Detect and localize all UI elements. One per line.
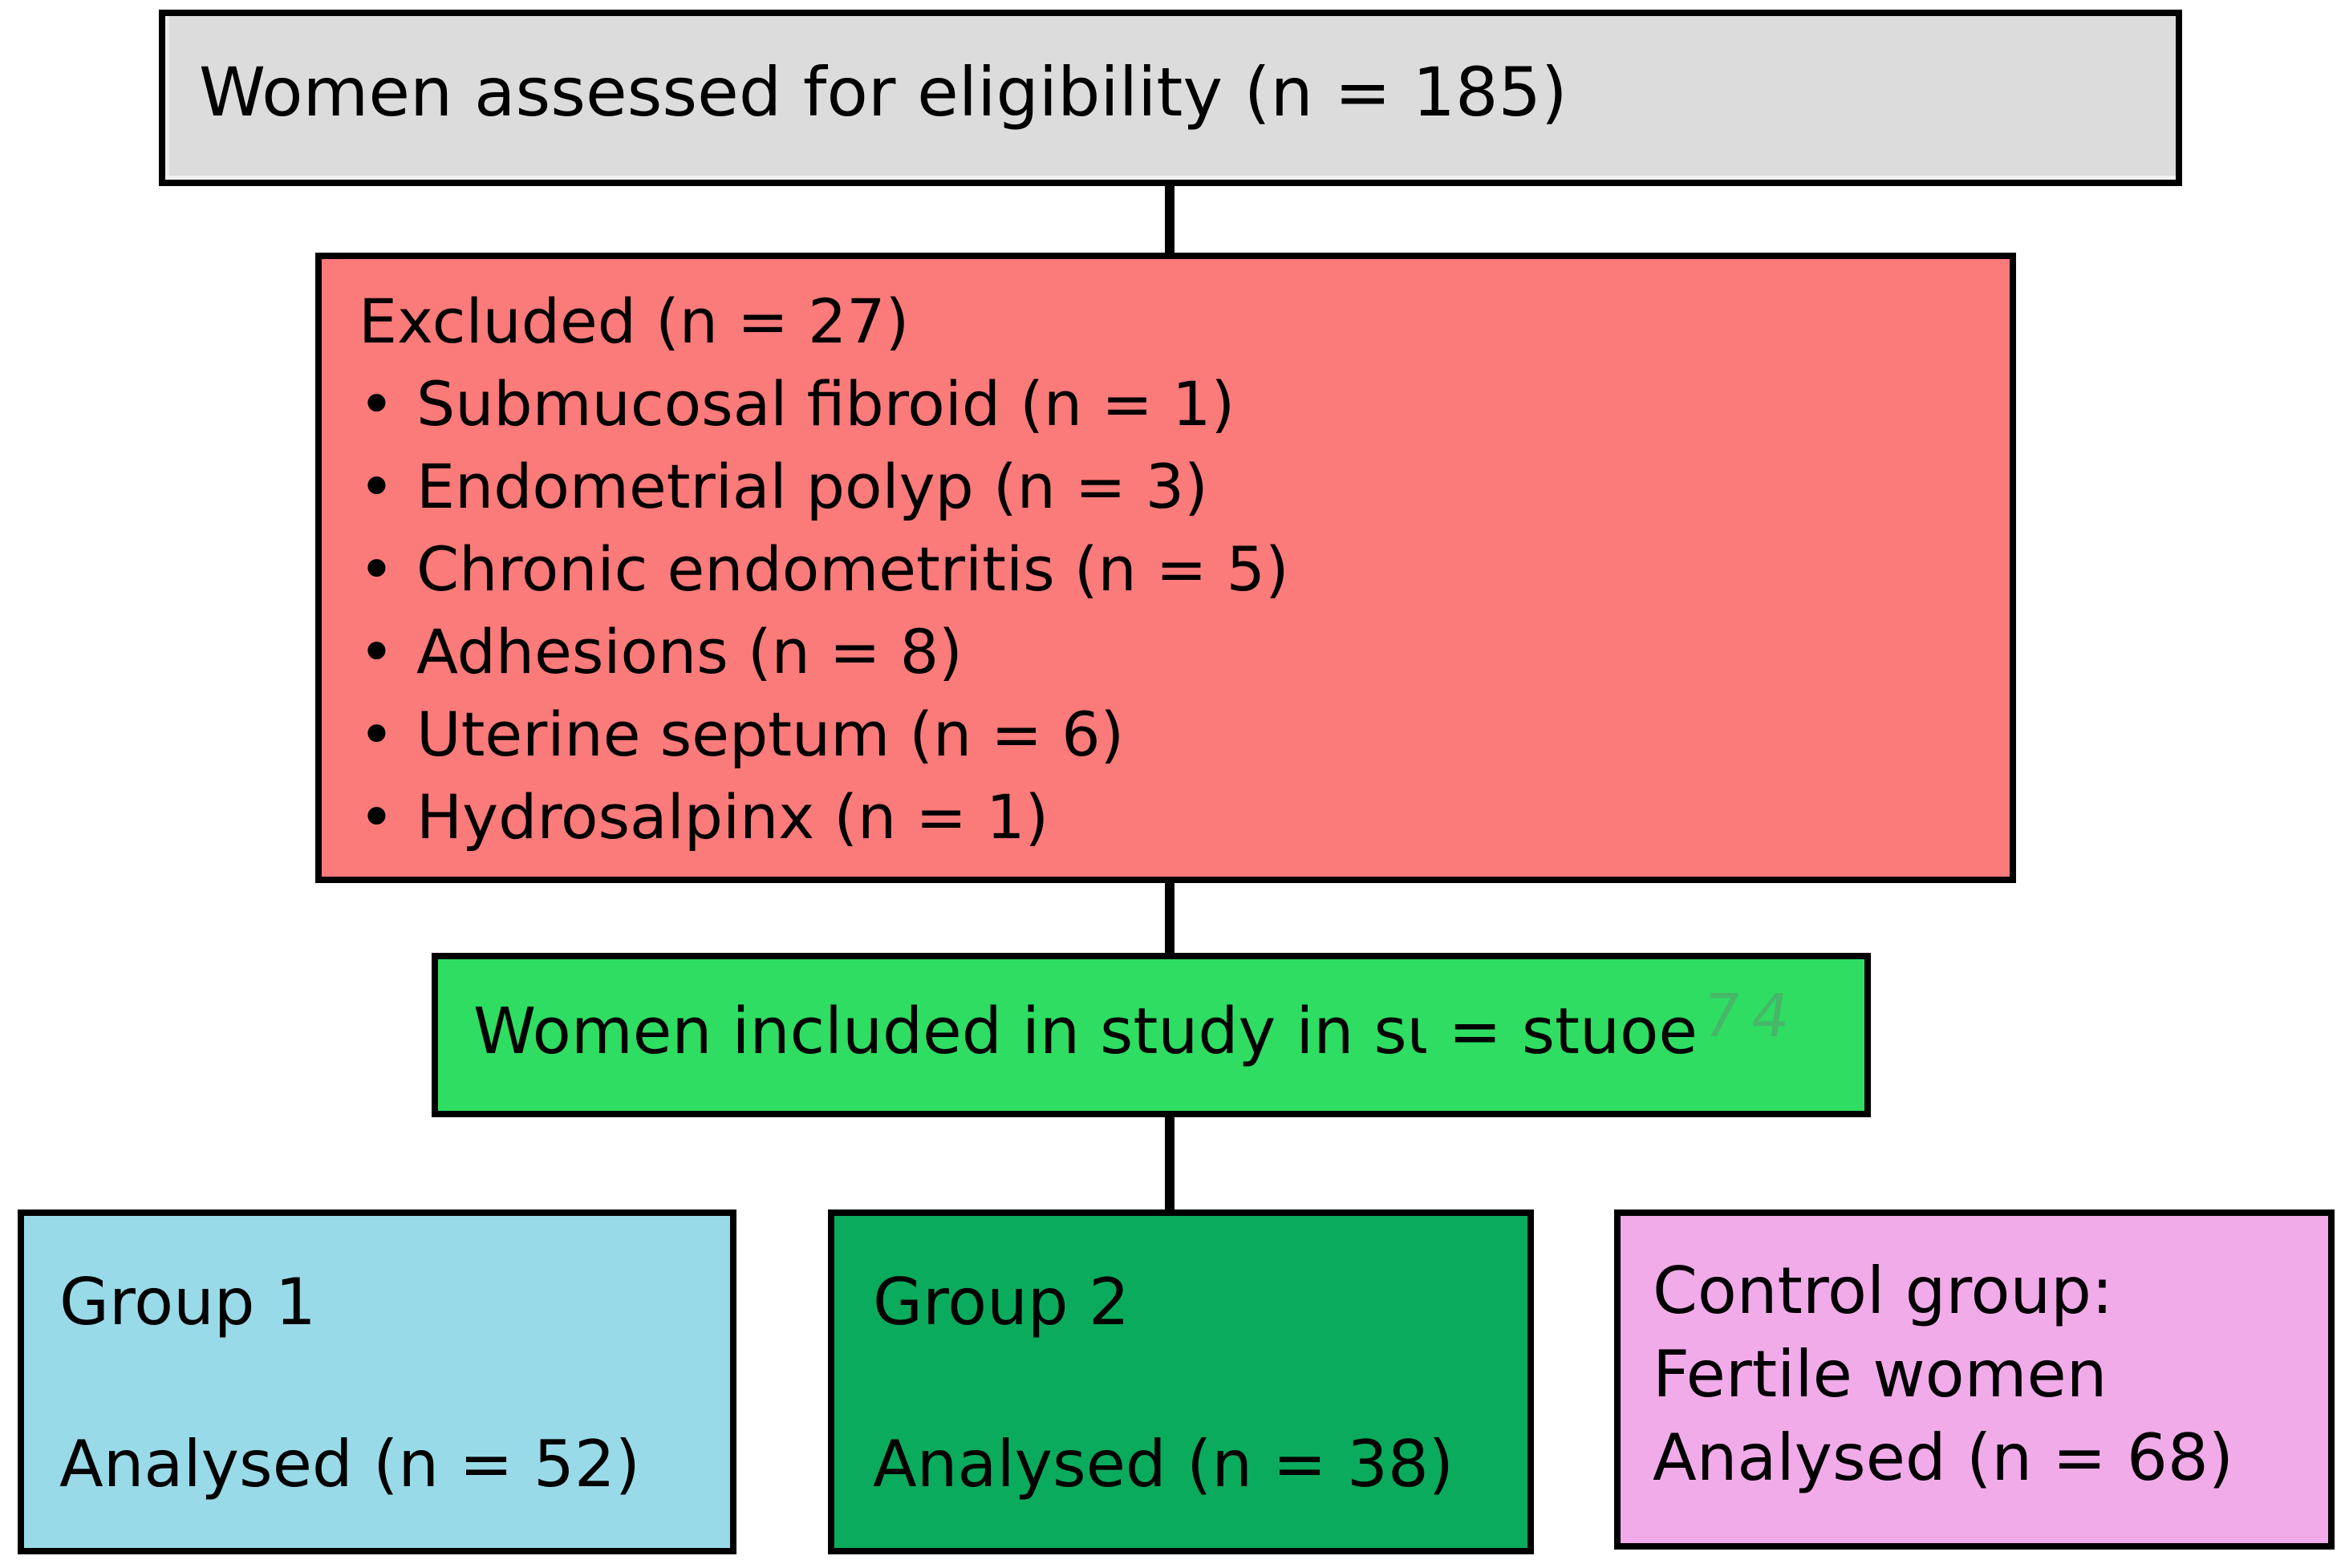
group1-analysed: Analysed (n = 52) <box>59 1427 640 1501</box>
group1-spacer <box>59 1344 714 1423</box>
connector-excluded-to-included <box>1165 879 1174 958</box>
eligibility-box: Women assessed for eligibility (n = 185) <box>159 10 2182 186</box>
excluded-item-text: Uterine septum (n = 6) <box>416 699 1125 770</box>
bullet-icon: • <box>359 699 395 770</box>
included-text: Women included in study in sι = stuoe <box>473 994 1698 1068</box>
excluded-item: • Chronic endometritis (n = 5) <box>359 528 1986 610</box>
bullet-icon: • <box>359 368 395 440</box>
excluded-item: • Uterine septum (n = 6) <box>359 693 1986 776</box>
control-line-2: Fertile women <box>1653 1337 2108 1412</box>
group2-title: Group 2 <box>873 1265 1130 1339</box>
group2-spacer <box>873 1344 1511 1423</box>
bullet-icon: • <box>359 533 395 605</box>
control-box: Control group: Fertile women Analysed (n… <box>1614 1209 2335 1550</box>
excluded-item: • Endometrial polyp (n = 3) <box>359 445 1986 528</box>
control-line-3: Analysed (n = 68) <box>1653 1420 2233 1495</box>
excluded-title: Excluded (n = 27) <box>359 286 910 357</box>
excluded-item-text: Adhesions (n = 8) <box>416 616 963 687</box>
excluded-item: • Adhesions (n = 8) <box>359 610 1986 693</box>
group2-analysed: Analysed (n = 38) <box>873 1427 1454 1501</box>
control-line-1: Control group: <box>1653 1254 2113 1328</box>
excluded-box: Excluded (n = 27) • Submucosal fibroid (n… <box>315 253 2016 883</box>
excluded-item-text: Hydrosalpinx (n = 1) <box>416 781 1049 853</box>
bullet-icon: • <box>359 616 395 687</box>
excluded-item-text: Endometrial polyp (n = 3) <box>416 451 1208 522</box>
excluded-item-text: Submucosal fibroid (n = 1) <box>416 368 1235 440</box>
group1-box: Group 1 Analysed (n = 52) <box>18 1209 736 1554</box>
bullet-icon: • <box>359 781 395 853</box>
included-box: Women included in study in sι = stuoe 74 <box>432 953 1871 1117</box>
bullet-icon: • <box>359 451 395 522</box>
group2-box: Group 2 Analysed (n = 38) <box>828 1209 1534 1554</box>
connector-top-to-excluded <box>1165 183 1174 258</box>
eligibility-text: Women assessed for eligibility (n = 185) <box>199 53 1568 132</box>
excluded-item-text: Chronic endometritis (n = 5) <box>416 533 1289 605</box>
connector-included-to-group2 <box>1165 1113 1174 1215</box>
group1-title: Group 1 <box>59 1265 316 1339</box>
excluded-item: • Hydrosalpinx (n = 1) <box>359 776 1986 858</box>
included-watermark: 74 <box>1697 982 1806 1051</box>
excluded-item: • Submucosal fibroid (n = 1) <box>359 363 1986 445</box>
